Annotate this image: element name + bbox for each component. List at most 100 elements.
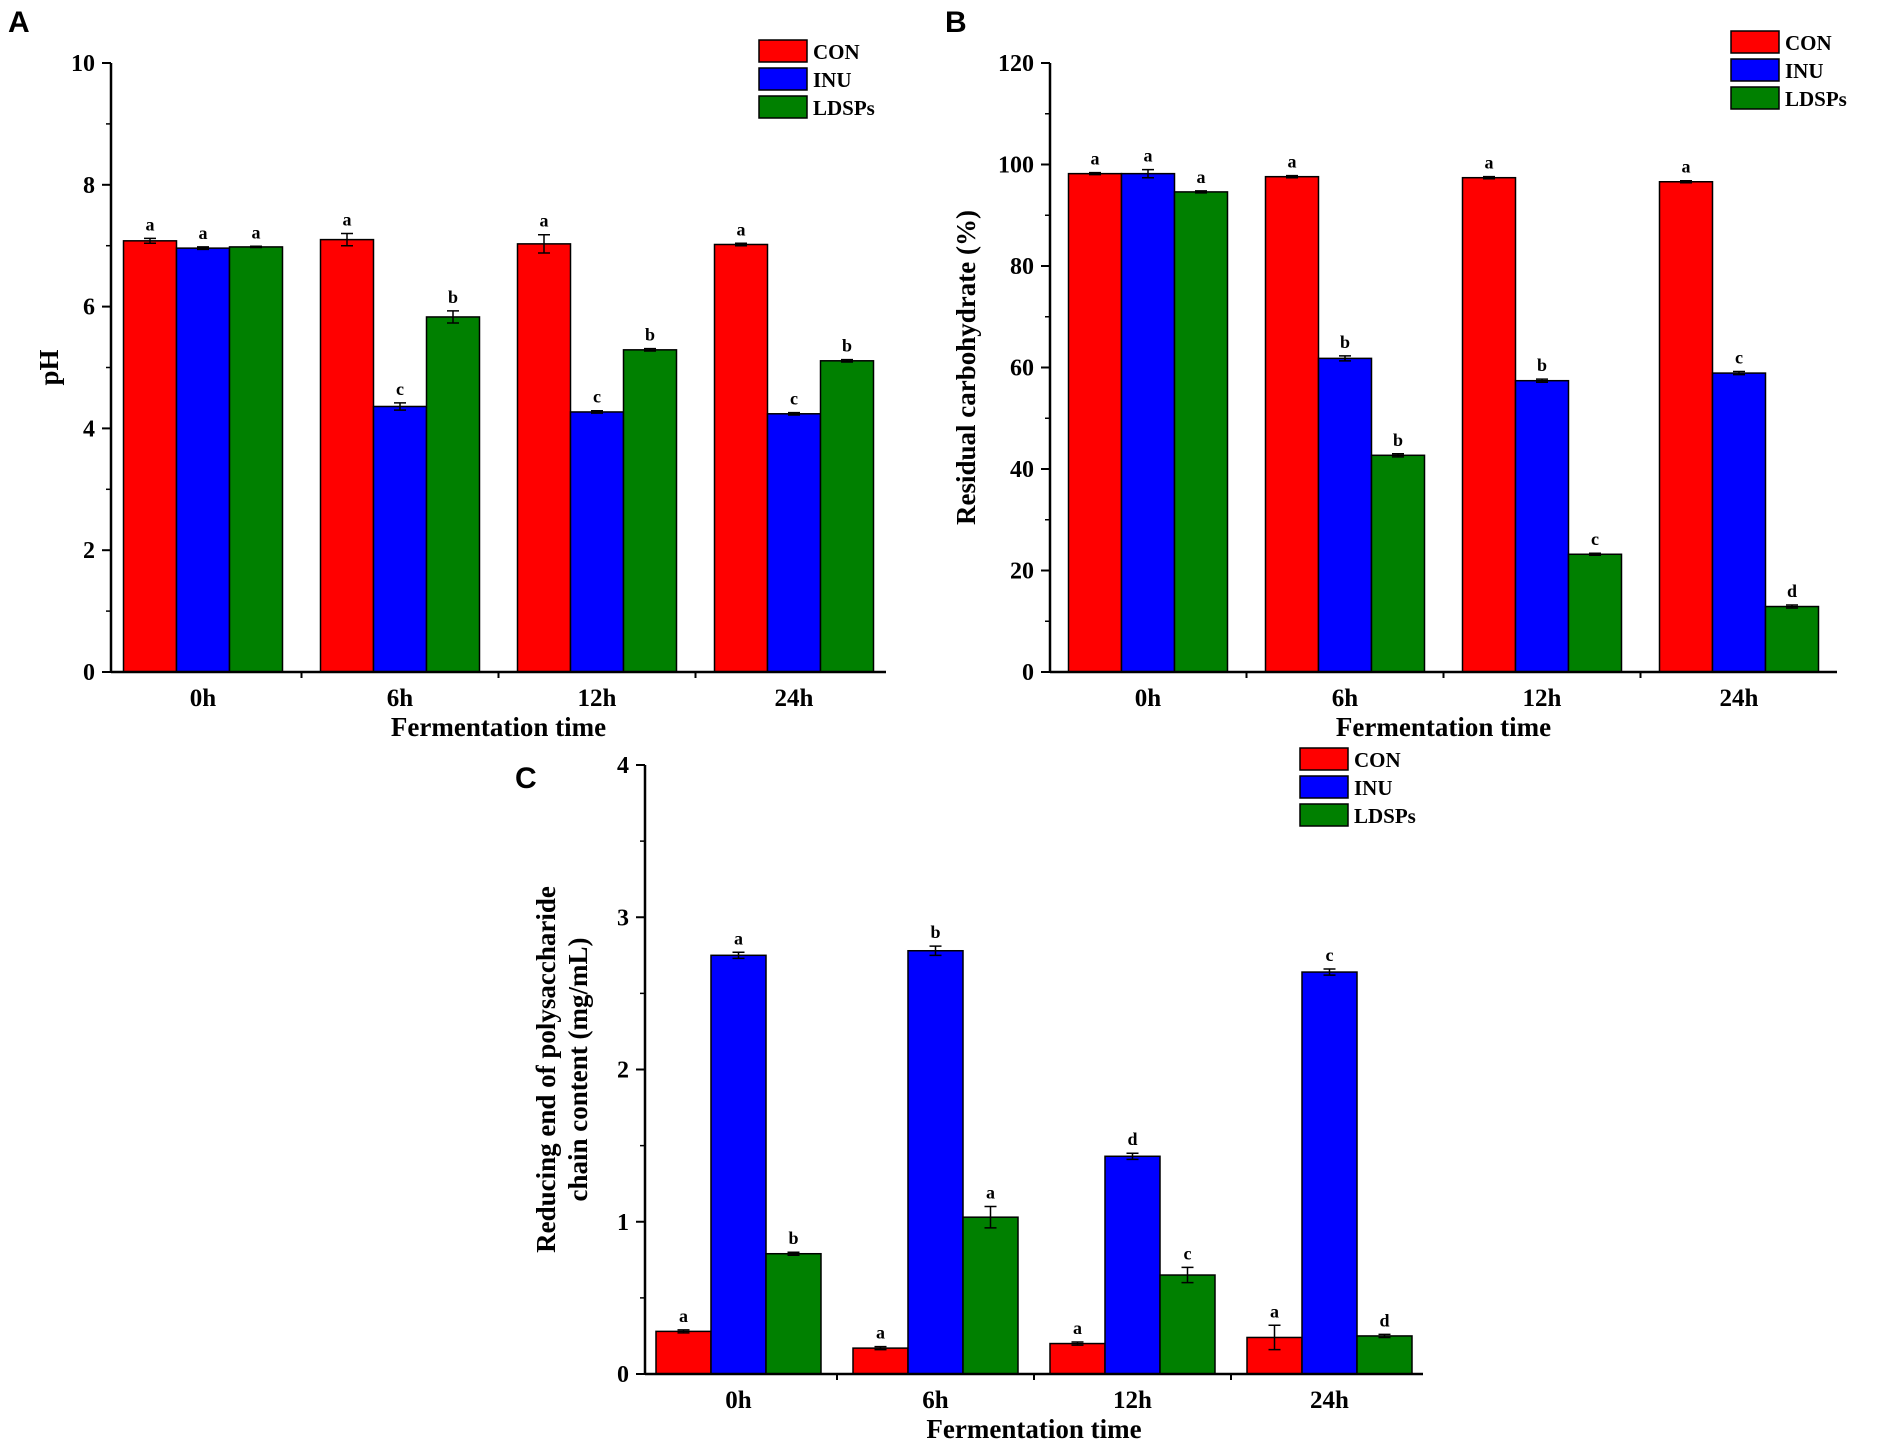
bar-a-con-0h (122, 240, 178, 673)
error-bar-c-con-24h (1268, 1324, 1281, 1351)
y-tick-label-b: 40 (1010, 457, 1034, 483)
bar-c-ldsps-24h (1356, 1335, 1413, 1375)
bar-b-inu-24h (1711, 372, 1767, 673)
chart-c: a a b 0h a b a 6h a d c 12h a c d 24h 0 1 2 3 4 Fermentation … (531, 747, 1423, 1442)
x-axis-title-a: Fermentation time (391, 712, 606, 742)
bar-b-con-12h (1461, 176, 1517, 673)
sig-label-c-ldsps-12h: c (1184, 1243, 1192, 1263)
category-label-a-6h: 6h (387, 685, 414, 712)
bar-c-inu-0h (710, 954, 767, 1375)
legend-label-c-con: CON (1354, 748, 1401, 772)
legend-label-a-con: CON (813, 40, 860, 64)
sig-label-a-ldsps-24h: b (842, 336, 852, 356)
error-bar-a-ldsps-12h (644, 347, 656, 352)
legend-label-a-ldsps: LDSPs (813, 96, 875, 120)
sig-label-b-ldsps-6h: b (1393, 430, 1403, 450)
y-tick-label-b: 0 (1022, 660, 1034, 686)
bar-a-ldsps-24h (819, 360, 875, 673)
error-bar-b-con-12h (1483, 175, 1495, 180)
category-label-c-24h: 24h (1310, 1387, 1349, 1414)
sig-label-a-inu-24h: c (790, 389, 798, 409)
category-label-b-12h: 12h (1523, 685, 1562, 712)
chart-a: a a a 0h a c b 6h a c b 12h a c b 24h 0 2 4 6 8 10 Fermentatio… (34, 39, 886, 742)
error-bar-a-con-24h (735, 242, 747, 247)
error-bar-a-con-6h (341, 232, 353, 247)
y-axis-title-b: Residual carbohydrate (%) (951, 210, 981, 525)
bar-b-ldsps-6h (1370, 454, 1426, 673)
y-axis-title-c-line-1: Reducing end of polysaccharide (531, 886, 561, 1253)
sig-label-a-con-24h: a (737, 219, 746, 239)
category-label-b-6h: 6h (1332, 685, 1359, 712)
category-label-c-0h: 0h (725, 1387, 752, 1414)
category-label-c-12h: 12h (1113, 1387, 1152, 1414)
error-bar-b-ldsps-6h (1392, 453, 1404, 458)
error-bar-a-inu-12h (591, 409, 603, 414)
y-tick-label-c: 4 (617, 753, 629, 779)
sig-label-b-con-12h: a (1485, 153, 1494, 173)
bar-a-inu-12h (569, 411, 625, 673)
bar-b-ldsps-12h (1567, 553, 1623, 673)
bar-a-inu-24h (766, 413, 822, 673)
sig-label-c-con-24h: a (1270, 1301, 1279, 1321)
x-axis-title-b: Fermentation time (1336, 712, 1551, 742)
bar-b-inu-6h (1317, 357, 1373, 673)
error-bar-b-inu-12h (1536, 378, 1548, 383)
sig-label-b-inu-0h: a (1144, 146, 1153, 166)
error-bar-c-con-0h (677, 1329, 690, 1334)
x-axis-title-c: Fermentation time (926, 1414, 1141, 1442)
sig-label-a-ldsps-12h: b (645, 325, 655, 345)
error-bar-c-inu-0h (732, 951, 745, 960)
category-label-a-24h: 24h (775, 685, 814, 712)
error-bar-c-ldsps-12h (1181, 1266, 1194, 1284)
legend-swatch-b-ldsps (1730, 86, 1780, 110)
category-label-b-24h: 24h (1720, 685, 1759, 712)
legend-swatch-a-inu (758, 67, 808, 91)
sig-label-b-con-0h: a (1091, 149, 1100, 169)
bar-c-inu-12h (1104, 1155, 1161, 1375)
sig-label-a-con-12h: a (540, 211, 549, 231)
sig-label-c-con-12h: a (1073, 1318, 1082, 1338)
y-tick-label-b: 20 (1010, 559, 1034, 585)
panel-letter-c: C (515, 762, 537, 795)
sig-label-c-ldsps-0h: b (788, 1228, 798, 1248)
bar-a-ldsps-0h (228, 246, 284, 673)
sig-label-b-con-6h: a (1288, 152, 1297, 172)
error-bar-a-inu-6h (394, 402, 406, 411)
bar-b-con-6h (1264, 175, 1320, 673)
error-bar-c-inu-6h (929, 945, 942, 957)
error-bar-b-ldsps-24h (1786, 604, 1798, 609)
error-bar-c-ldsps-6h (984, 1205, 997, 1229)
bar-c-ldsps-12h (1159, 1274, 1216, 1375)
sig-label-c-inu-24h: c (1326, 945, 1334, 965)
y-axis-title-c-line-2: chain content (mg/mL) (563, 938, 593, 1202)
y-tick-label-c: 0 (617, 1362, 629, 1388)
legend-swatch-b-inu (1730, 58, 1780, 82)
legend-swatch-b-con (1730, 30, 1780, 54)
error-bar-b-inu-6h (1339, 355, 1351, 362)
bar-c-inu-6h (907, 949, 964, 1375)
error-bar-a-ldsps-24h (841, 358, 853, 363)
bar-b-ldsps-0h (1173, 191, 1229, 673)
error-bar-b-inu-24h (1733, 370, 1745, 376)
error-bar-b-con-24h (1680, 179, 1692, 184)
sig-label-b-inu-24h: c (1735, 348, 1743, 368)
legend-label-a-inu: INU (813, 68, 852, 92)
bar-b-con-0h (1067, 172, 1123, 673)
bar-c-inu-24h (1301, 971, 1358, 1375)
error-bar-c-con-12h (1071, 1341, 1084, 1346)
legend-label-c-ldsps: LDSPs (1354, 804, 1416, 828)
sig-label-b-inu-6h: b (1340, 332, 1350, 352)
sig-label-a-inu-0h: a (199, 223, 208, 243)
error-bar-c-ldsps-24h (1378, 1333, 1391, 1339)
error-bar-a-con-0h (144, 237, 156, 245)
bar-c-con-12h (1049, 1342, 1106, 1375)
panel-letter-a: A (8, 6, 30, 39)
sig-label-c-inu-12h: d (1127, 1129, 1137, 1149)
bar-a-inu-0h (175, 247, 231, 673)
error-bar-c-ldsps-0h (787, 1251, 800, 1256)
sig-label-c-inu-6h: b (930, 922, 940, 942)
sig-label-a-con-0h: a (146, 214, 155, 234)
error-bar-a-ldsps-6h (447, 310, 459, 324)
bar-b-inu-0h (1120, 172, 1176, 673)
y-tick-label-b: 60 (1010, 356, 1034, 382)
